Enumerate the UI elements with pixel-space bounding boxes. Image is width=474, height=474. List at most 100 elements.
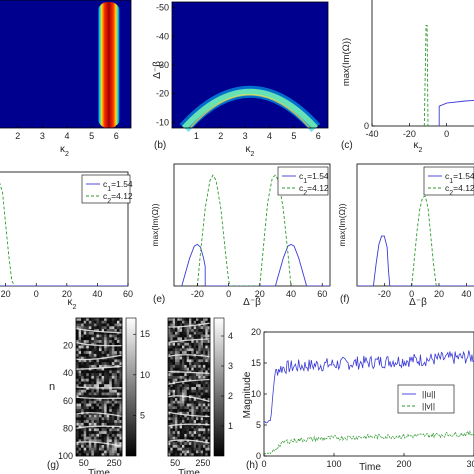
y-axis-label: Δ⁻β xyxy=(152,61,163,79)
heatmap-cell xyxy=(78,340,82,344)
heatmap-cell xyxy=(184,378,187,382)
heatmap-cell xyxy=(184,362,187,366)
y-tick-label: -40 xyxy=(156,31,169,41)
heatmap-cell xyxy=(168,348,171,352)
heatmap-cell xyxy=(78,433,82,437)
legend-entry: c1=1.54 xyxy=(103,179,133,193)
heatmap-cell xyxy=(172,433,176,437)
heatmap-cell xyxy=(93,320,97,324)
heatmap-cell xyxy=(78,447,82,451)
heatmap-cell xyxy=(86,378,89,382)
heatmap-cell xyxy=(175,367,178,371)
y-tick-label: 20 xyxy=(63,341,73,351)
heatmap-cell xyxy=(101,351,105,355)
heatmap-cell xyxy=(189,433,192,437)
heatmap-cell xyxy=(177,403,180,407)
heatmap-cell xyxy=(186,320,190,324)
heatmap-cell xyxy=(116,381,120,385)
heatmap-cell xyxy=(111,422,115,426)
heatmap-cell xyxy=(91,320,95,324)
heatmap-cell xyxy=(83,392,87,396)
heatmap-cell xyxy=(184,340,187,344)
heatmap-cell xyxy=(91,428,95,432)
heatmap-cell xyxy=(200,400,204,404)
heatmap-cell xyxy=(114,398,118,401)
heatmap-cell xyxy=(207,409,211,413)
heatmap-cell xyxy=(116,450,120,454)
heatmap-cell xyxy=(76,364,79,368)
heatmap-cell xyxy=(189,384,192,388)
bright-filament xyxy=(75,341,123,347)
heatmap-cell xyxy=(76,431,79,435)
heatmap-cell xyxy=(91,400,95,404)
heatmap-cell xyxy=(203,326,206,330)
heatmap-cell xyxy=(111,326,115,330)
series-line-c2412 xyxy=(196,174,292,286)
heatmap-cell xyxy=(81,381,84,385)
heatmap-cell xyxy=(106,403,110,407)
heatmap-cell xyxy=(109,420,112,424)
heatmap-cell xyxy=(196,359,199,363)
heatmap-cell xyxy=(205,389,208,393)
heatmap-cell xyxy=(116,436,120,440)
panel-label: (f) xyxy=(340,294,349,305)
heatmap-cell xyxy=(88,453,92,457)
heatmap-cell xyxy=(193,453,197,457)
heatmap-cell xyxy=(88,431,92,435)
heatmap-cell xyxy=(175,395,178,399)
heatmap-cell xyxy=(101,444,105,448)
heatmap-cell xyxy=(179,414,183,418)
heatmap-cell xyxy=(189,389,192,393)
heatmap-cell xyxy=(172,337,176,341)
heatmap-cell xyxy=(88,439,92,443)
heatmap-cell xyxy=(114,351,118,355)
heatmap-cell xyxy=(76,329,79,332)
heatmap-cell xyxy=(76,442,79,446)
heatmap-cell xyxy=(168,442,171,446)
heatmap-cell xyxy=(93,378,97,382)
heatmap-cell xyxy=(78,323,82,327)
heatmap-cell xyxy=(101,414,105,418)
heatmap-cell xyxy=(81,351,84,355)
heatmap-cell xyxy=(203,387,206,390)
heatmap-cell xyxy=(200,342,204,346)
heatmap-cell xyxy=(186,348,190,352)
heatmap-cell xyxy=(86,326,89,330)
heatmap-cell xyxy=(96,395,100,399)
heatmap-cell xyxy=(179,420,183,424)
heatmap-cell xyxy=(193,362,197,366)
heatmap-cell xyxy=(104,403,107,407)
heatmap-cell xyxy=(184,420,187,424)
heatmap-cell xyxy=(101,381,105,385)
heatmap-cell xyxy=(101,337,105,341)
heatmap-cell xyxy=(86,384,89,388)
heatmap-cell xyxy=(81,320,84,324)
heatmap-cell xyxy=(104,367,107,371)
heatmap-cell xyxy=(101,428,105,432)
heatmap-cell xyxy=(170,409,173,413)
heatmap-cell xyxy=(99,422,102,426)
heatmap-cell xyxy=(81,331,84,335)
heatmap-cell xyxy=(200,367,204,371)
heatmap-cell xyxy=(109,450,112,454)
heatmap-cell xyxy=(109,373,112,377)
heatmap-cell xyxy=(86,403,89,407)
heatmap-cell xyxy=(99,431,102,435)
heatmap-cell xyxy=(205,373,208,377)
heatmap-cell xyxy=(114,414,118,418)
heatmap-cell xyxy=(111,381,115,385)
heatmap-cell xyxy=(116,373,120,377)
heatmap-cell xyxy=(78,318,82,321)
x-tick-label: 2 xyxy=(218,131,223,141)
heatmap-cell xyxy=(76,444,79,448)
heatmap-cell xyxy=(184,375,187,379)
heatmap-cell xyxy=(96,420,100,424)
heatmap-cell xyxy=(76,422,79,426)
heatmap-cell xyxy=(179,334,183,338)
bright-filament xyxy=(75,327,123,334)
heatmap-cell xyxy=(203,331,206,335)
heatmap-cell xyxy=(175,378,178,382)
heatmap-cell xyxy=(91,398,95,401)
heatmap-cell xyxy=(114,431,118,435)
heatmap-cell xyxy=(101,353,105,357)
